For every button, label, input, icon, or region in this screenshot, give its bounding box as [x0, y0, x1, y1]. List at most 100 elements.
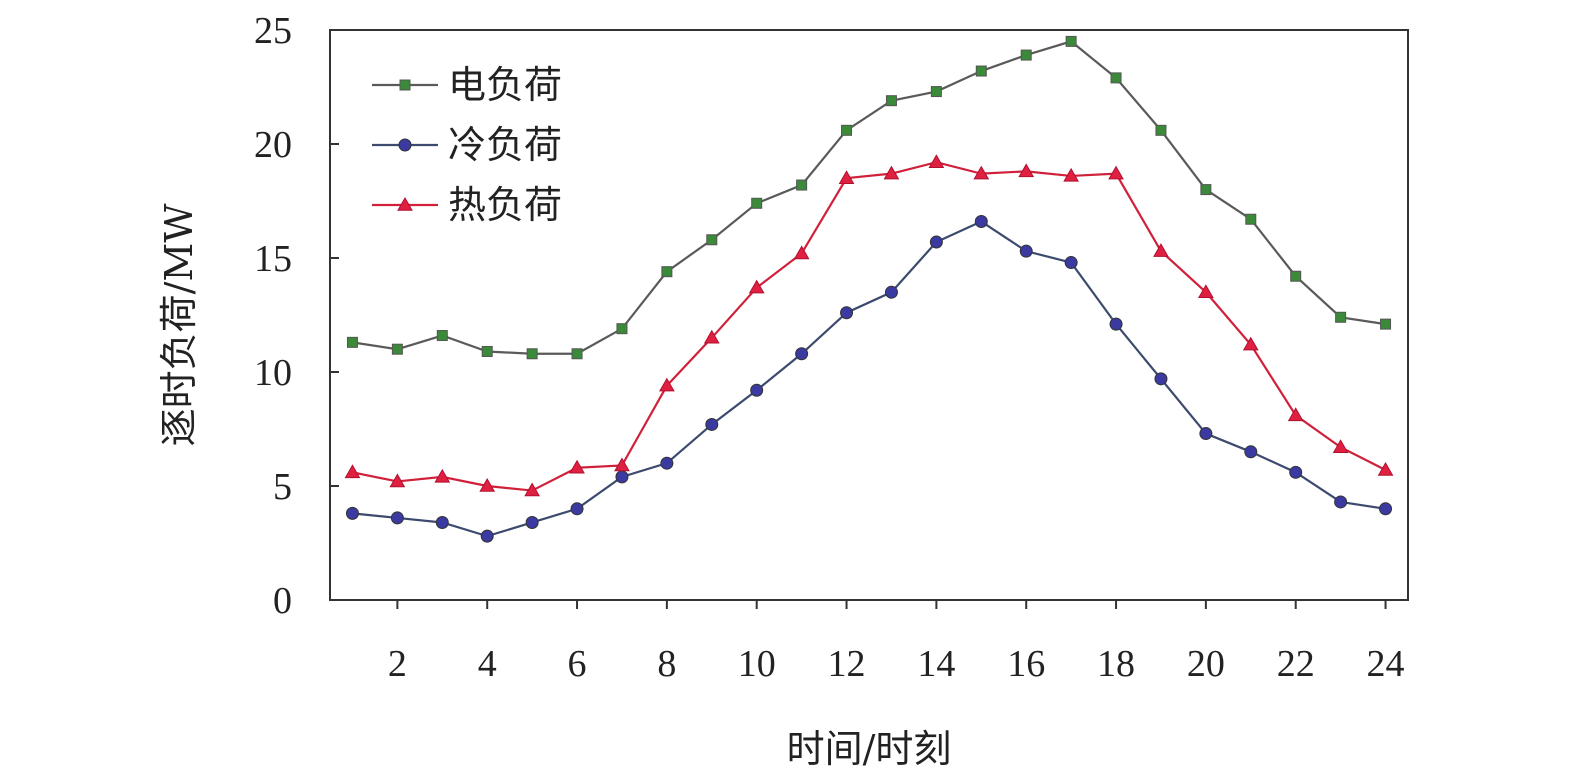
- series-3-point: [703, 329, 720, 344]
- plot-frame: [329, 29, 1409, 601]
- series-2-point: [570, 502, 584, 516]
- series-2-point: [480, 529, 494, 543]
- series-2-point: [1334, 495, 1348, 509]
- series-2-point: [345, 506, 359, 520]
- y-tick-label: 5: [273, 466, 292, 508]
- series-1-point: [930, 86, 942, 98]
- series-3-point: [973, 165, 990, 180]
- series-1-point: [526, 348, 538, 360]
- x-tick-label: 14: [917, 643, 955, 685]
- x-tick-label: 22: [1277, 643, 1315, 685]
- series-1-point: [346, 336, 358, 348]
- series-1-point: [571, 348, 583, 360]
- series-2-point: [929, 235, 943, 249]
- series-3: [344, 154, 1394, 497]
- series-1-point: [1155, 124, 1167, 136]
- series-3-point: [1287, 407, 1304, 422]
- series-1-point: [1110, 72, 1122, 84]
- series-layer: [344, 35, 1394, 543]
- series-2-point: [1289, 465, 1303, 479]
- series-3-point: [1242, 336, 1259, 351]
- series-3-point: [838, 170, 855, 184]
- series-1-point: [1380, 318, 1392, 330]
- y-tick-label: 10: [254, 352, 292, 394]
- series-2-point: [1109, 317, 1123, 331]
- series-2-point: [1244, 445, 1258, 459]
- y-tick-label: 0: [273, 580, 292, 622]
- y-axis-title: 逐时负荷/MW: [157, 204, 201, 447]
- series-3-point: [883, 165, 900, 180]
- x-tick-label: 4: [478, 643, 497, 685]
- series-1-point: [796, 179, 808, 191]
- x-tick-label: 10: [738, 643, 776, 685]
- series-3-point: [524, 482, 540, 497]
- series-2-point: [1199, 427, 1213, 441]
- legend-label: 热负荷: [448, 183, 562, 227]
- x-tick-label: 20: [1187, 643, 1225, 685]
- x-axis-title: 时间/时刻: [787, 727, 952, 771]
- series-1-point: [616, 323, 628, 335]
- series-1-point: [975, 65, 987, 77]
- series-3-point: [1108, 165, 1124, 180]
- x-tick-label: 2: [388, 643, 407, 685]
- series-3-point: [1063, 167, 1079, 182]
- series-2-point: [435, 515, 449, 529]
- series-1-point: [1335, 311, 1347, 323]
- series-1-point: [1200, 184, 1212, 196]
- series-3-point: [1332, 439, 1349, 453]
- series-3-line: [352, 161, 1387, 492]
- x-tick-label: 12: [828, 643, 866, 685]
- series-2-point: [840, 306, 854, 320]
- y-tick-label: 25: [254, 10, 292, 52]
- legend-label: 电负荷: [448, 63, 562, 107]
- series-1-point: [885, 95, 897, 107]
- series-1-point: [436, 330, 448, 342]
- plot-border: [329, 29, 1409, 601]
- series-1-point: [1065, 35, 1077, 47]
- series-2: [345, 215, 1393, 543]
- series-1: [346, 35, 1392, 360]
- series-2-point: [615, 470, 629, 484]
- legend-item-3: 热负荷: [372, 183, 562, 227]
- series-3-point: [569, 459, 585, 474]
- series-2-point: [1019, 244, 1033, 258]
- series-3-point: [793, 245, 810, 260]
- x-tick-label: 6: [568, 643, 587, 685]
- series-1-point: [1245, 213, 1257, 225]
- series-3-point: [389, 473, 406, 488]
- series-2-point: [974, 215, 988, 229]
- series-3-point: [1377, 462, 1394, 476]
- series-2-point: [1064, 256, 1078, 270]
- series-1-point: [481, 345, 493, 357]
- y-tick-label: 15: [254, 238, 292, 280]
- series-3-point: [1153, 243, 1169, 257]
- series-3-point: [1018, 163, 1035, 178]
- legend-marker: [397, 196, 413, 211]
- series-1-point: [391, 343, 403, 355]
- series-3-point: [344, 464, 361, 479]
- legend-marker: [399, 79, 411, 91]
- legend-label: 冷负荷: [448, 123, 562, 167]
- series-3-point: [659, 377, 675, 392]
- series-1-point: [841, 124, 853, 136]
- series-2-point: [390, 511, 404, 525]
- series-2-point: [884, 285, 898, 299]
- series-2-point: [750, 383, 764, 397]
- series-1-point: [1290, 270, 1302, 282]
- legend-item-2: 冷负荷: [372, 123, 562, 167]
- series-3-point: [1198, 284, 1214, 298]
- x-tick-label: 16: [1007, 643, 1045, 685]
- series-3-point: [748, 279, 765, 294]
- series-1-point: [1020, 49, 1032, 61]
- series-2-point: [1154, 372, 1168, 386]
- series-2-point: [525, 515, 539, 529]
- legend-marker: [398, 138, 412, 152]
- series-1-line: [352, 40, 1386, 355]
- series-3-point: [928, 154, 945, 168]
- series-2-point: [1379, 502, 1393, 516]
- series-2-line: [352, 220, 1386, 538]
- y-axis-ticks: 0 5 10 15 20 25: [254, 10, 339, 622]
- series-3-point: [434, 468, 451, 483]
